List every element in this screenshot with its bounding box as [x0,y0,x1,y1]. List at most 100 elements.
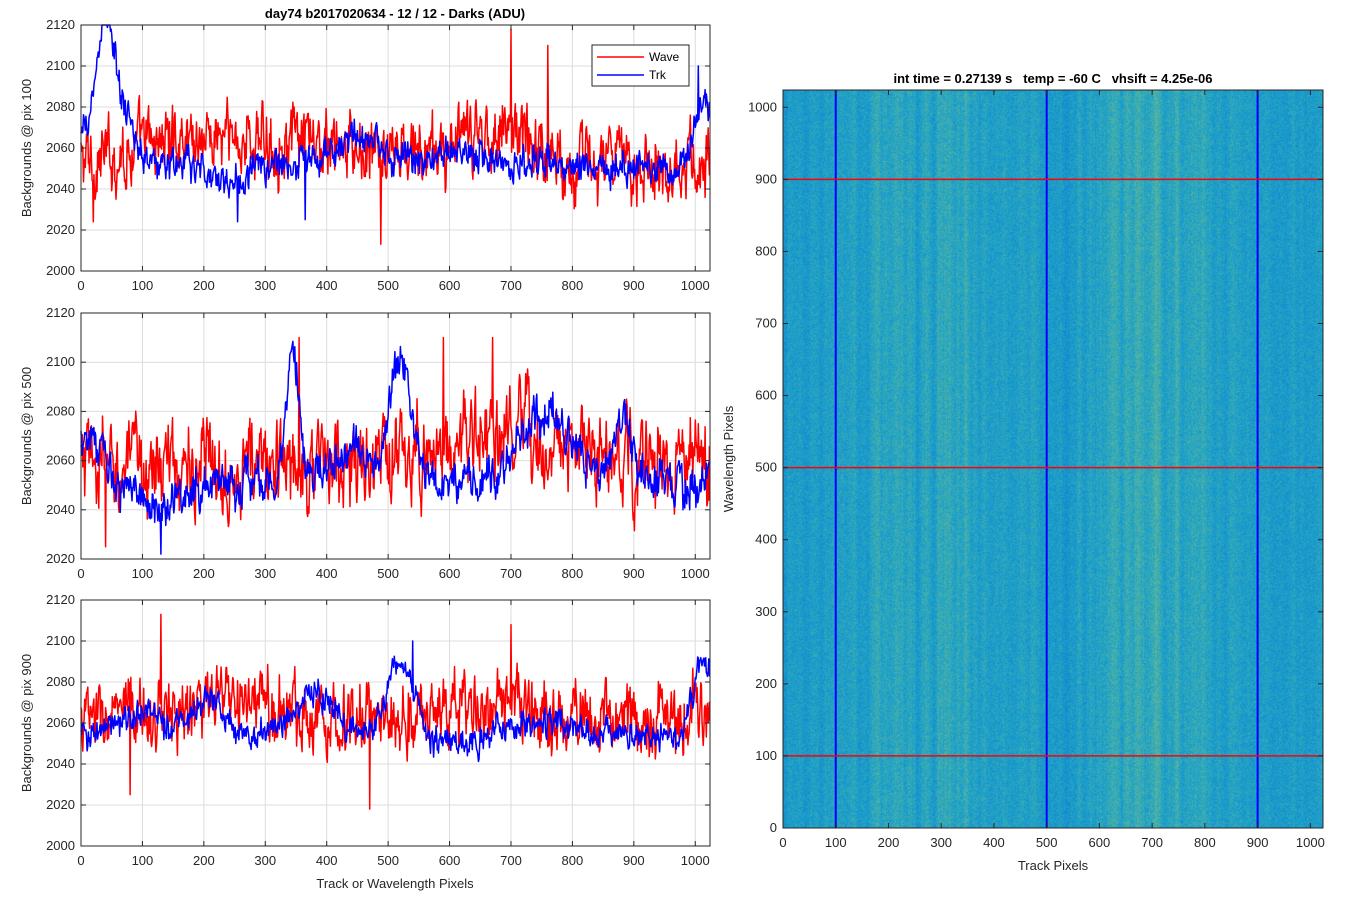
y-tick-label: 2040 [46,756,75,771]
x-tick-label: 600 [439,566,461,581]
x-tick-label: 1000 [681,853,710,868]
y-tick-label: 2060 [46,715,75,730]
series-line-trk [80,24,711,223]
x-tick-label: 300 [930,835,952,850]
plot-area [80,613,711,810]
y-axis-label: Wavelength Pixels [721,405,736,512]
x-tick-label: 100 [132,853,154,868]
y-ticks: 2000 2020 2040 2060 2080 2100 2120 [46,17,710,278]
x-tick-label: 100 [132,278,154,293]
x-tick-label: 400 [316,853,338,868]
subplot-pix-900: 0 100 200 300 400 500 600 700 800 900 1000 2000 202… [19,592,711,891]
x-tick-label: 0 [77,278,84,293]
x-tick-label: 100 [825,835,847,850]
x-tick-label: 200 [193,853,215,868]
y-tick-label: 2100 [46,633,75,648]
heatmap-title: int time = 0.27139 s temp = -60 C vhsift… [893,71,1212,86]
x-tick-label: 900 [623,278,645,293]
y-tick-label: 2100 [46,354,75,369]
x-tick-label: 200 [193,278,215,293]
x-tick-label: 600 [439,278,461,293]
x-tick-label: 700 [500,566,522,581]
heatmap-subplot: 0 100 200 300 400 500 600 700 800 900 1000 0 100 200… [721,71,1325,873]
x-ticks: 0 100 200 300 400 500 600 700 800 900 1000 [77,313,710,581]
x-tick-label: 1000 [681,566,710,581]
x-tick-label: 100 [132,566,154,581]
y-tick-label: 900 [755,171,777,186]
subplot-pix-100: 0 100 200 300 400 500 600 700 800 900 1000 2000 202… [19,6,711,293]
legend-wave-label: Wave [649,50,680,64]
y-tick-label: 2120 [46,592,75,607]
y-ticks: 2000 2020 2040 2060 2080 2100 2120 [46,592,710,853]
x-tick-label: 0 [77,853,84,868]
y-ticks: 0 100 200 300 400 500 600 700 800 900 1000 [748,99,1323,835]
x-tick-label: 1000 [1296,835,1325,850]
x-tick-label: 500 [377,278,399,293]
y-tick-label: 2060 [46,453,75,468]
x-tick-label: 600 [1089,835,1111,850]
x-tick-label: 200 [193,566,215,581]
series-line-wave [80,336,711,548]
x-tick-label: 500 [377,853,399,868]
x-tick-label: 800 [1194,835,1216,850]
y-tick-label: 200 [755,676,777,691]
x-tick-label: 500 [1036,835,1058,850]
y-tick-label: 2020 [46,551,75,566]
x-tick-label: 900 [1247,835,1269,850]
y-tick-label: 0 [770,820,777,835]
y-tick-label: 2000 [46,263,75,278]
x-tick-label: 900 [623,566,645,581]
y-ticks: 2020 2040 2060 2080 2100 2120 [46,305,710,566]
x-tick-label: 600 [439,853,461,868]
x-tick-label: 300 [254,853,276,868]
axes-frame [782,89,1324,829]
y-tick-label: 2060 [46,140,75,155]
y-tick-label: 2040 [46,181,75,196]
legend: Wave Trk [591,44,690,87]
heatmap-canvas [783,90,1323,828]
x-tick-label: 0 [77,566,84,581]
x-tick-label: 700 [500,853,522,868]
axes-frame [80,312,711,560]
x-ticks: 0 100 200 300 400 500 600 700 800 900 1000 [77,600,710,868]
plot-area [80,336,711,555]
y-tick-label: 800 [755,243,777,258]
x-tick-label: 500 [377,566,399,581]
x-tick-label: 900 [623,853,645,868]
y-tick-label: 2080 [46,674,75,689]
x-axis-label: Track or Wavelength Pixels [316,876,474,891]
x-tick-label: 400 [316,278,338,293]
series-line-wave [80,613,711,810]
marker-lines [783,90,1323,828]
legend-trk-label: Trk [649,68,667,82]
y-tick-label: 2120 [46,17,75,32]
series-line-trk [80,340,710,555]
y-tick-label: 1000 [748,99,777,114]
x-axis-label: Track Pixels [1018,858,1089,873]
x-tick-label: 200 [878,835,900,850]
x-tick-label: 800 [562,566,584,581]
x-tick-label: 700 [1141,835,1163,850]
x-ticks: 0 100 200 300 400 500 600 700 800 900 1000 [77,25,710,293]
y-axis-label: Backgrounds @ pix 900 [19,654,34,792]
y-axis-label: Backgrounds @ pix 100 [19,79,34,217]
heatmap-image [783,90,1323,828]
x-ticks: 0 100 200 300 400 500 600 700 800 900 1000 [779,90,1325,850]
x-tick-label: 400 [983,835,1005,850]
y-tick-label: 2120 [46,305,75,320]
y-tick-label: 2020 [46,222,75,237]
x-tick-label: 800 [562,853,584,868]
y-tick-label: 400 [755,532,777,547]
y-tick-label: 2040 [46,502,75,517]
y-tick-label: 500 [755,460,777,475]
plot-area [80,24,711,246]
y-tick-label: 2000 [46,838,75,853]
series-line-trk [80,640,711,763]
subplot-pix-500: 0 100 200 300 400 500 600 700 800 900 1000 2020 204… [19,305,711,581]
y-tick-label: 700 [755,316,777,331]
legend-box [591,44,690,87]
x-tick-label: 700 [500,278,522,293]
y-tick-label: 2100 [46,58,75,73]
y-tick-label: 2020 [46,797,75,812]
